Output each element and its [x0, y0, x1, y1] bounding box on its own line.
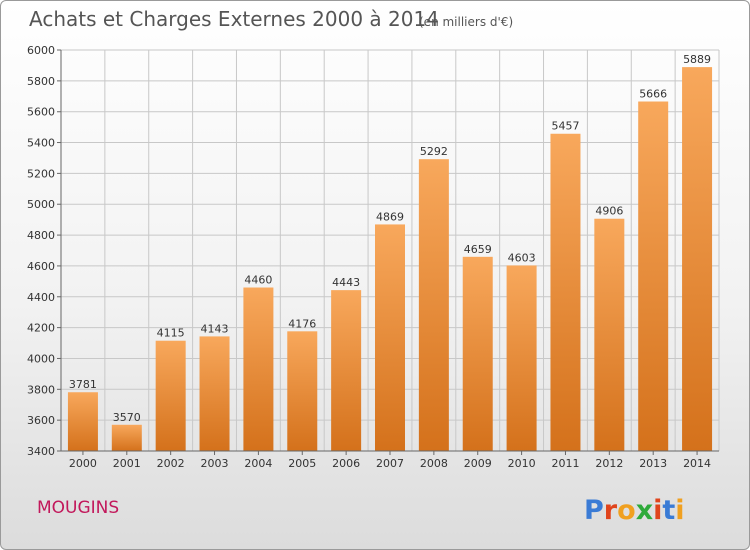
x-tick-label: 2003	[201, 457, 229, 470]
x-tick-label: 2000	[69, 457, 97, 470]
data-label: 4443	[332, 276, 360, 289]
y-tick-label: 5600	[27, 106, 55, 119]
data-label: 3570	[113, 411, 141, 424]
data-label: 4115	[157, 327, 185, 340]
chart-title: Achats et Charges Externes 2000 à 2014	[29, 7, 439, 31]
bar	[594, 218, 625, 451]
bar	[418, 159, 449, 452]
data-label: 3781	[69, 378, 97, 391]
bar	[375, 224, 405, 451]
y-tick-label: 3600	[27, 414, 55, 427]
axis-layer: 3400 3600 3800 4000 4200 4400 4600 4800 5000 5200…	[27, 44, 719, 470]
grid-layer	[60, 49, 720, 452]
logo-letter: i	[653, 495, 662, 526]
bars-layer: 3781 3570 4115 4143 4460 4176 4443 4869 5292 4659…	[67, 53, 713, 452]
logo-letter: x	[636, 495, 653, 526]
x-tick-label: 2010	[508, 457, 536, 470]
y-tick-label: 4000	[27, 352, 55, 365]
x-tick-label: 2012	[595, 457, 623, 470]
x-tick-label: 2006	[332, 457, 360, 470]
data-label: 5889	[683, 53, 711, 66]
data-label: 5292	[420, 145, 448, 158]
data-label: 5666	[639, 88, 667, 101]
data-label: 4603	[508, 251, 536, 264]
x-tick-label: 2001	[113, 457, 141, 470]
x-tick-label: 2004	[244, 457, 272, 470]
data-label: 4906	[595, 205, 623, 218]
y-tick-label: 6000	[27, 44, 55, 57]
data-label: 4176	[288, 317, 316, 330]
logo-letter: r	[604, 495, 618, 526]
y-tick-label: 4800	[27, 229, 55, 242]
x-tick-label: 2013	[639, 457, 667, 470]
logo-letter: P	[584, 495, 604, 526]
x-tick-label: 2009	[464, 457, 492, 470]
y-tick-label: 3800	[27, 383, 55, 396]
y-tick-label: 5200	[27, 167, 55, 180]
y-tick-label: 5800	[27, 75, 55, 88]
x-tick-label: 2011	[551, 457, 579, 470]
data-label: 4869	[376, 210, 404, 223]
x-tick-label: 2008	[420, 457, 448, 470]
bar	[550, 133, 581, 451]
bar	[111, 424, 142, 451]
y-tick-label: 5400	[27, 137, 55, 150]
city-name: MOUGINS	[37, 498, 119, 518]
y-tick-label: 4400	[27, 291, 55, 304]
x-tick-label: 2007	[376, 457, 404, 470]
bar	[682, 67, 713, 451]
x-tick-label: 2005	[288, 457, 316, 470]
bar	[243, 287, 274, 451]
bar	[331, 290, 362, 451]
bar	[462, 256, 493, 451]
bar	[638, 101, 669, 452]
y-tick-label: 4200	[27, 322, 55, 335]
chart-title-unit: (en milliers d'€)	[419, 15, 513, 29]
data-label: 5457	[551, 120, 579, 133]
proxiti-logo: Proxiti	[584, 495, 685, 526]
data-label: 4143	[201, 322, 229, 335]
y-tick-label: 5000	[27, 198, 55, 211]
logo-letter: t	[662, 495, 675, 526]
bar	[155, 340, 186, 451]
bar	[67, 392, 98, 451]
data-label: 4659	[464, 243, 492, 256]
logo-letter: i	[675, 495, 684, 526]
x-tick-label: 2002	[157, 457, 185, 470]
y-tick-label: 3400	[27, 445, 55, 458]
data-label: 4460	[244, 274, 272, 287]
bar	[506, 265, 537, 451]
bar	[199, 336, 230, 451]
x-tick-label: 2014	[683, 457, 711, 470]
y-tick-label: 4600	[27, 260, 55, 273]
bar	[287, 331, 318, 451]
logo-letter: o	[617, 495, 636, 526]
